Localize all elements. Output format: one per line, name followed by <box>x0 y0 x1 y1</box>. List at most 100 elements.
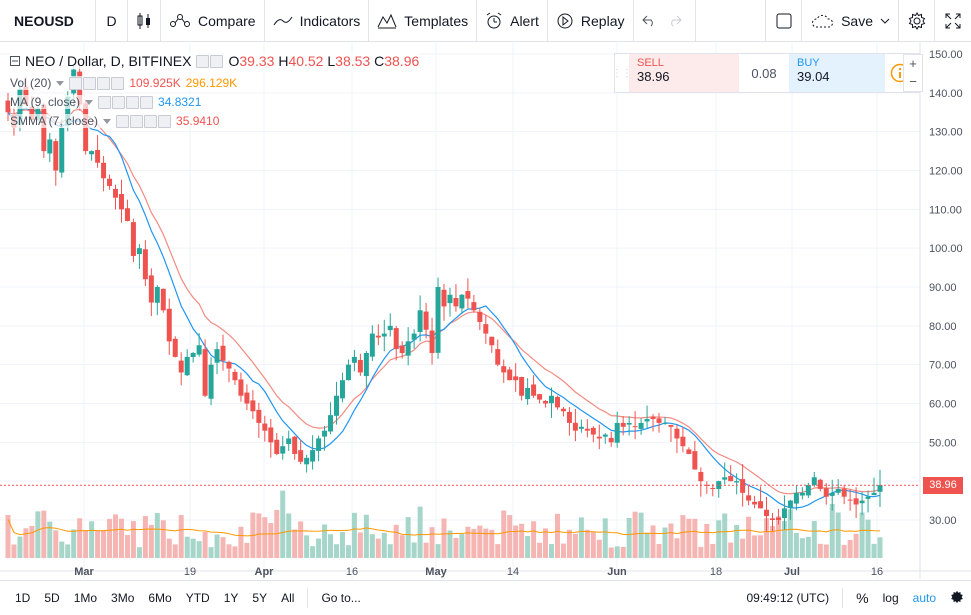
volume-bar <box>310 546 316 558</box>
chart-area[interactable]: 150.00 140.00 130.00 120.00 110.00 100.00 90.0… <box>0 43 971 579</box>
candle-body <box>89 151 95 155</box>
candle-body <box>274 439 280 454</box>
drag-handle-icon[interactable]: ⋮⋮ <box>612 67 632 79</box>
settings-icon[interactable] <box>83 76 97 90</box>
settings-icon[interactable] <box>112 95 126 109</box>
range-5d[interactable]: 5D <box>44 591 60 605</box>
range-3mo[interactable]: 3Mo <box>111 591 135 605</box>
range-1d[interactable]: 1D <box>15 591 31 605</box>
volume-bar <box>166 538 172 558</box>
range-1y[interactable]: 1Y <box>223 591 239 605</box>
compare-button[interactable]: Compare <box>161 0 265 42</box>
zoom-out-button[interactable]: − <box>909 74 917 89</box>
candle-body <box>519 376 525 396</box>
candle-body <box>459 294 465 309</box>
volume-bar <box>53 530 59 558</box>
utc-time[interactable]: 09:49:12 (UTC) <box>746 591 830 605</box>
volume-bar <box>95 530 101 558</box>
auto-toggle[interactable]: auto <box>912 591 936 605</box>
chart-style-button[interactable] <box>128 0 161 42</box>
ma-buttons[interactable] <box>98 95 154 109</box>
candle-body <box>799 492 805 496</box>
close-icon[interactable] <box>140 95 154 109</box>
spread-value: 0.08 <box>751 65 777 81</box>
volume-bar <box>650 525 656 558</box>
candle-body <box>256 409 262 423</box>
caret-down-icon[interactable] <box>103 118 112 124</box>
buy-button[interactable]: BUY 39.04 <box>789 54 885 92</box>
candle-body <box>692 451 698 470</box>
zoom-in-button[interactable]: + <box>909 56 917 71</box>
smma-buttons[interactable] <box>116 114 172 128</box>
settings-icon[interactable] <box>210 54 224 68</box>
price-chart[interactable]: 150.00 140.00 130.00 120.00 110.00 100.00 90.0… <box>0 43 971 579</box>
vol-buttons[interactable] <box>69 76 125 90</box>
eye-icon[interactable] <box>98 95 112 109</box>
range-all[interactable]: All <box>281 591 295 605</box>
candle-body <box>704 484 710 486</box>
templates-button[interactable]: Templates <box>369 0 478 42</box>
percent-toggle[interactable]: % <box>856 590 869 606</box>
volume-bar <box>280 490 286 558</box>
volume-bar <box>871 543 877 558</box>
volume-bar <box>740 538 746 558</box>
zoom-control: + − <box>903 54 923 92</box>
range-6mo[interactable]: 6Mo <box>148 591 172 605</box>
add-icon[interactable] <box>97 76 111 90</box>
candle-body <box>596 436 602 439</box>
candle-body <box>369 333 375 357</box>
time-tick-label: 19 <box>184 566 196 578</box>
redo-icon[interactable] <box>668 15 682 27</box>
volume-bar <box>220 537 226 558</box>
indicators-button[interactable]: Indicators <box>265 0 370 42</box>
candle-body <box>190 353 196 357</box>
candle-body <box>471 302 477 311</box>
volume-bar <box>172 544 178 558</box>
candle-body <box>543 400 549 404</box>
fullscreen-select-button[interactable] <box>766 0 803 42</box>
time-tick-label: 16 <box>871 566 883 578</box>
eye-icon[interactable] <box>196 54 210 68</box>
collapse-icon[interactable] <box>10 56 20 66</box>
settings-button[interactable] <box>899 0 935 42</box>
bottom-settings-button[interactable] <box>943 590 971 607</box>
close-icon[interactable] <box>158 114 172 128</box>
replay-button[interactable]: Replay <box>548 0 634 42</box>
candle-body <box>680 436 686 447</box>
log-toggle[interactable]: log <box>882 591 899 605</box>
range-5y[interactable]: 5Y <box>252 591 268 605</box>
sell-button[interactable]: SELL 38.96 <box>629 54 739 92</box>
price-tick-label: 100.00 <box>929 243 963 255</box>
caret-down-icon[interactable] <box>85 99 94 105</box>
price-tick-label: 140.00 <box>929 88 963 100</box>
open-value: 39.33 <box>239 53 275 69</box>
save-button[interactable]: Save <box>802 0 899 42</box>
high-label: H <box>278 53 289 69</box>
interval-button[interactable]: D <box>96 0 128 42</box>
caret-down-icon[interactable] <box>56 80 65 86</box>
symbol-search[interactable]: NEOUSD <box>0 0 96 42</box>
volume-bar <box>23 528 29 558</box>
replay-label: Replay <box>580 12 625 29</box>
candle-body <box>775 517 781 520</box>
add-icon[interactable] <box>126 95 140 109</box>
range-1mo[interactable]: 1Mo <box>73 591 98 605</box>
add-icon[interactable] <box>144 114 158 128</box>
undo-icon[interactable] <box>641 15 656 27</box>
vol-value1: 109.925K <box>129 76 181 90</box>
top-toolbar: NEOUSD D Compare Indicators Templates Al… <box>0 0 971 42</box>
alert-button[interactable]: Alert <box>477 0 548 42</box>
fullscreen-button[interactable] <box>935 0 971 42</box>
range-ytd[interactable]: YTD <box>185 591 210 605</box>
legend-buttons[interactable] <box>196 54 224 68</box>
candle-body <box>357 359 363 373</box>
eye-icon[interactable] <box>69 76 83 90</box>
candle-body <box>835 488 841 493</box>
close-icon[interactable] <box>111 76 125 90</box>
volume-bar <box>47 521 53 558</box>
settings-icon[interactable] <box>130 114 144 128</box>
price-tick-label: 150.00 <box>929 49 963 61</box>
candle-body <box>196 345 202 355</box>
eye-icon[interactable] <box>116 114 130 128</box>
goto-button[interactable]: Go to... <box>321 591 361 605</box>
